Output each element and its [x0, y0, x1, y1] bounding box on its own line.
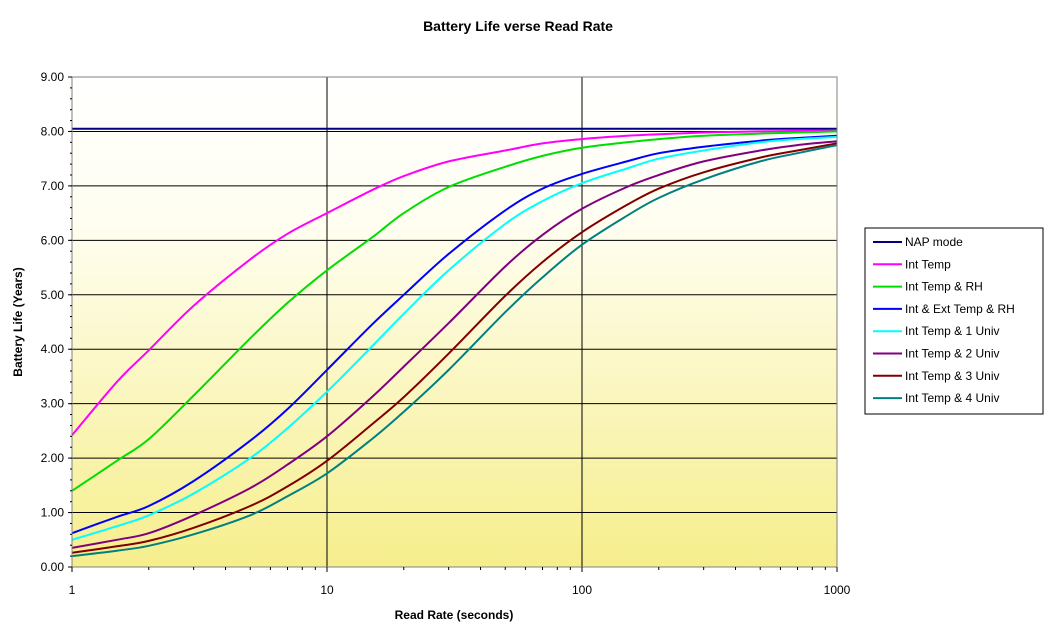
y-axis-title: Battery Life (Years): [11, 267, 25, 376]
legend: NAP mode Int Temp Int Temp & RH Int & Ext T…: [864, 227, 1044, 415]
legend-label-int-temp-2-univ: Int Temp & 2 Univ: [905, 347, 1000, 361]
series-line-int-ext-temp-rh: [71, 134, 838, 535]
series-line-int-temp-1-univ: [71, 135, 838, 541]
y-tick-label: 0.00: [41, 560, 65, 574]
plot-border: [71, 76, 838, 568]
x-axis-title: Read Rate (seconds): [395, 608, 514, 622]
y-tick-label: 5.00: [41, 288, 65, 302]
y-tick-label: 3.00: [41, 397, 65, 411]
legend-label-int-temp-4-univ: Int Temp & 4 Univ: [905, 391, 1000, 405]
y-tick-label: 9.00: [41, 70, 65, 84]
grid-lines: [72, 77, 837, 567]
legend-label-nap-mode: NAP mode: [905, 235, 963, 249]
legend-label-int-temp-rh: Int Temp & RH: [905, 280, 983, 294]
y-tick-label: 7.00: [41, 179, 65, 193]
y-tick-label: 1.00: [41, 506, 65, 520]
x-tick-label: 1: [69, 583, 76, 597]
legend-label-int-temp-1-univ: Int Temp & 1 Univ: [905, 324, 1000, 338]
y-tick-label: 6.00: [41, 233, 65, 247]
y-tick-label: 2.00: [41, 451, 65, 465]
x-tick-label: 1000: [824, 583, 851, 597]
series-line-int-temp: [71, 129, 838, 436]
legend-label-int-temp-3-univ: Int Temp & 3 Univ: [905, 369, 1000, 383]
legend-label-int-ext-temp-rh: Int & Ext Temp & RH: [905, 302, 1015, 316]
x-tick-label: 10: [320, 583, 334, 597]
series-line-int-temp-3-univ: [71, 142, 838, 554]
plot-background: [72, 77, 837, 567]
series-line-int-temp-4-univ: [71, 144, 838, 558]
series-lines: [71, 127, 838, 558]
series-line-int-temp-rh: [71, 130, 838, 492]
y-tick-label: 4.00: [41, 342, 65, 356]
chart-title: Battery Life verse Read Rate: [423, 18, 613, 34]
legend-label-int-temp: Int Temp: [905, 257, 951, 271]
axes: 0.00 1.00 2.00 3.00 4.00 5.00 6.00 7.00 8.00 9.00…: [41, 70, 851, 597]
x-tick-label: 100: [572, 583, 592, 597]
y-tick-label: 8.00: [41, 124, 65, 138]
legend-box: [864, 227, 1044, 415]
series-line-int-temp-2-univ: [71, 140, 838, 549]
